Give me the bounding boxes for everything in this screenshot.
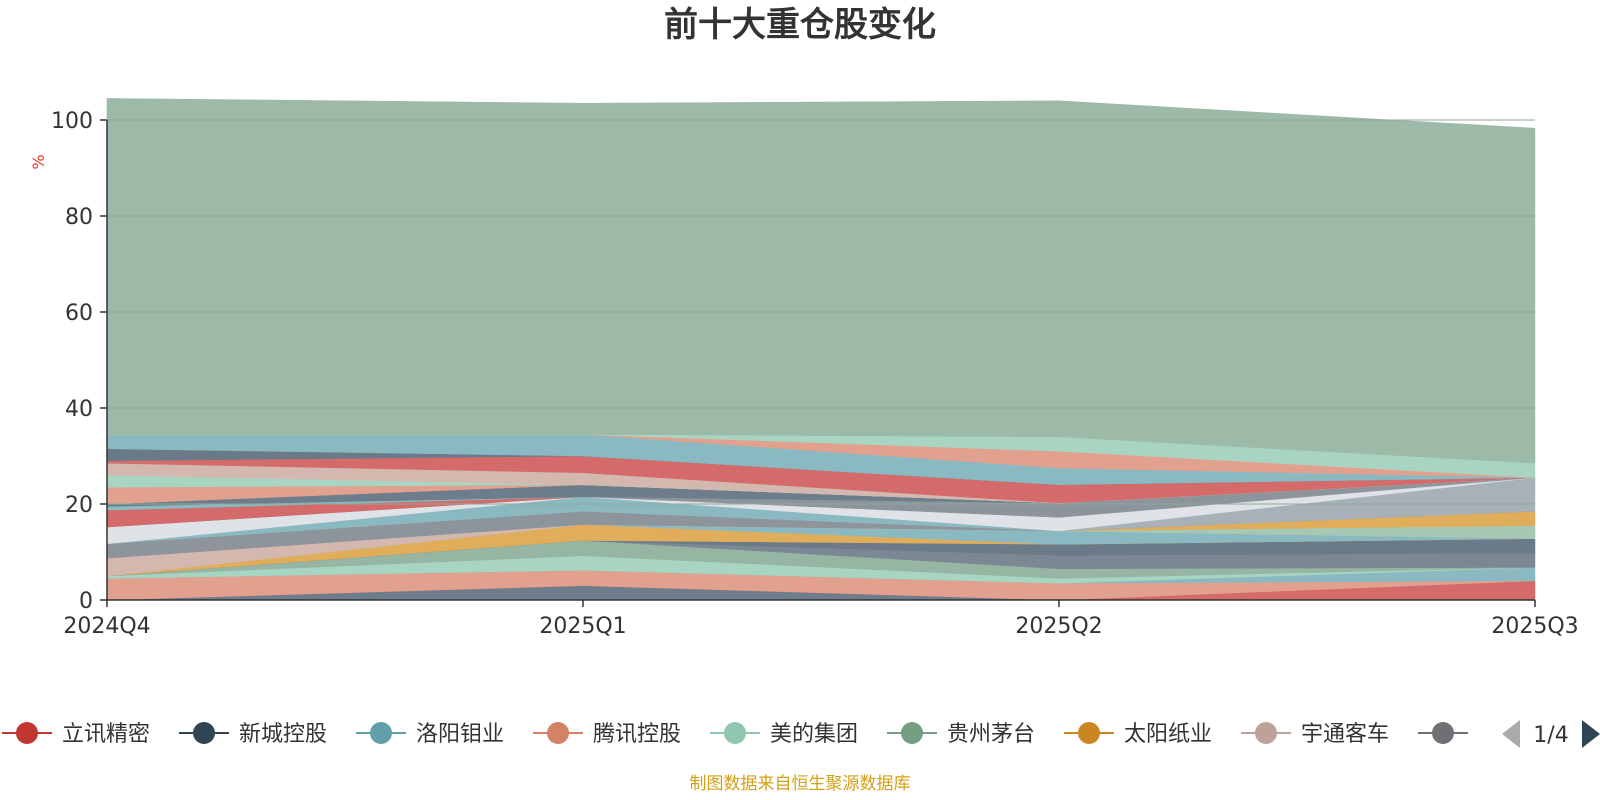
legend-item-6[interactable]: 贵州茅台 [887, 722, 1035, 747]
legend-item-8[interactable]: 宇通客车 [1241, 722, 1389, 747]
area-series-30 [106, 98, 1536, 464]
legend-item-5[interactable]: 美的集团 [710, 722, 858, 747]
legend-circle-icon [724, 722, 746, 744]
axes: 0 20 40 60 80 100 2024Q4 2025Q1 2025Q2 2025Q3 [51, 109, 1579, 639]
gridlines [107, 119, 1535, 505]
legend-overflow-fade [1468, 712, 1476, 756]
legend: 立讯精密新城控股洛阳钼业腾讯控股美的集团贵州茅台太阳纸业宇通客车桂 [2, 712, 1600, 756]
y-tick-label-20: 20 [65, 493, 93, 518]
legend-circle-icon [547, 722, 569, 744]
x-tick-label-2024Q4: 2024Q4 [63, 614, 150, 639]
area-series-group [106, 98, 1536, 601]
legend-item-7[interactable]: 太阳纸业 [1064, 722, 1212, 747]
legend-label: 新城控股 [239, 722, 327, 747]
legend-item-2[interactable]: 新城控股 [179, 722, 327, 747]
y-tick-label-80: 80 [65, 205, 93, 230]
legend-label: 腾讯控股 [593, 722, 681, 747]
legend-circle-icon [16, 722, 38, 744]
legend-label: 太阳纸业 [1124, 722, 1212, 747]
legend-pager: 1/4 [1502, 720, 1600, 748]
legend-overflow-mask [1472, 712, 1600, 756]
legend-circle-icon [1432, 722, 1454, 744]
triangle-left-icon[interactable] [1502, 720, 1520, 748]
x-tick-label-2025Q3: 2025Q3 [1491, 614, 1578, 639]
y-tick-label-0: 0 [79, 589, 93, 614]
y-tick-label-40: 40 [65, 397, 93, 422]
legend-label: 美的集团 [770, 722, 858, 747]
x-tick-label-2025Q1: 2025Q1 [539, 614, 626, 639]
legend-label: 宇通客车 [1301, 722, 1389, 747]
legend-circle-icon [370, 722, 392, 744]
legend-circle-icon [1255, 722, 1277, 744]
y-tick-label-100: 100 [51, 109, 93, 134]
data-source-note: 制图数据来自恒生聚源数据库 [690, 774, 911, 794]
pager-text: 1/4 [1533, 723, 1568, 748]
legend-label: 贵州茅台 [947, 722, 1035, 747]
triangle-right-icon[interactable] [1582, 720, 1600, 748]
chart-title: 前十大重仓股变化 [664, 5, 936, 45]
legend-circle-icon [193, 722, 215, 744]
legend-item-3[interactable]: 洛阳钼业 [356, 722, 504, 747]
x-tick-label-2025Q2: 2025Q2 [1015, 614, 1102, 639]
legend-label: 立讯精密 [62, 722, 150, 747]
legend-circle-icon [1078, 722, 1100, 744]
legend-label: 洛阳钼业 [416, 722, 504, 747]
legend-circle-icon [901, 722, 923, 744]
y-axis-unit: % [29, 154, 48, 169]
y-tick-label-60: 60 [65, 301, 93, 326]
legend-item-1[interactable]: 立讯精密 [2, 722, 150, 747]
legend-item-4[interactable]: 腾讯控股 [533, 722, 681, 747]
